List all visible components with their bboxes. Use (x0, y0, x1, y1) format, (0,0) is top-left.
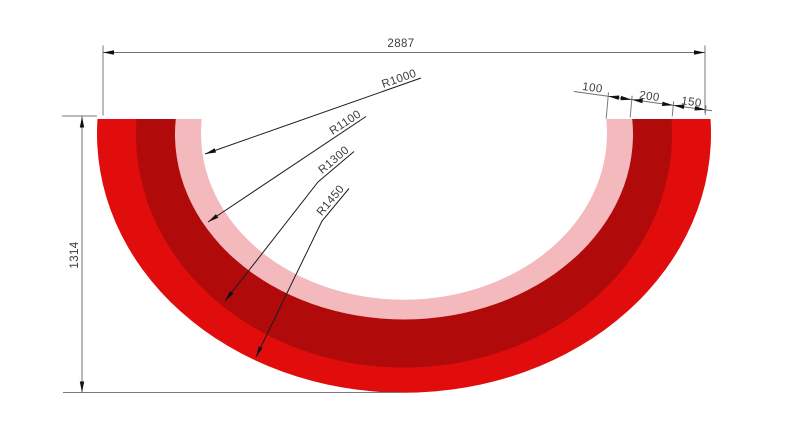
band-arrow-4-right (694, 106, 706, 111)
leader-r1000-line (204, 77, 422, 155)
height-dim-label: 1314 (69, 241, 81, 268)
band-arrow-2-left (631, 98, 643, 104)
height-arrow-bottom (79, 381, 85, 393)
dimension-overall-height: 1314 (62, 115, 402, 393)
radius-r1000-label: R1000 (380, 68, 418, 91)
leader-r1450-line (255, 188, 350, 358)
width-arrow-right (694, 50, 705, 55)
inner-hole-r1000 (201, 119, 608, 300)
band-outer-label: 150 (680, 95, 702, 110)
dimension-band-widths: 100 200 150 (573, 81, 713, 119)
arch-shape (97, 119, 712, 393)
leader-r1450-arrow (256, 346, 263, 357)
band-arrow-3-left (673, 104, 685, 109)
width-arrow-left (103, 50, 114, 55)
band-arrow-1-left (608, 95, 620, 100)
dimension-overall-width: 2887 (102, 38, 706, 116)
leader-r1100-arrow (208, 214, 219, 222)
width-dim-label: 2887 (387, 38, 414, 50)
band-middle-label: 200 (638, 89, 660, 104)
height-arrow-top (79, 116, 85, 128)
band-ext-line-3 (671, 101, 675, 117)
band-arrow-2-right (620, 95, 632, 101)
band-dim-line (573, 91, 713, 112)
band-arrow-3-right (662, 101, 674, 106)
leader-r1000-arrow (205, 148, 217, 154)
band-inner-label: 100 (581, 81, 603, 96)
leader-r1100-line (207, 116, 367, 223)
leader-r1300-line (224, 151, 355, 302)
leader-r1300-arrow (225, 290, 234, 301)
